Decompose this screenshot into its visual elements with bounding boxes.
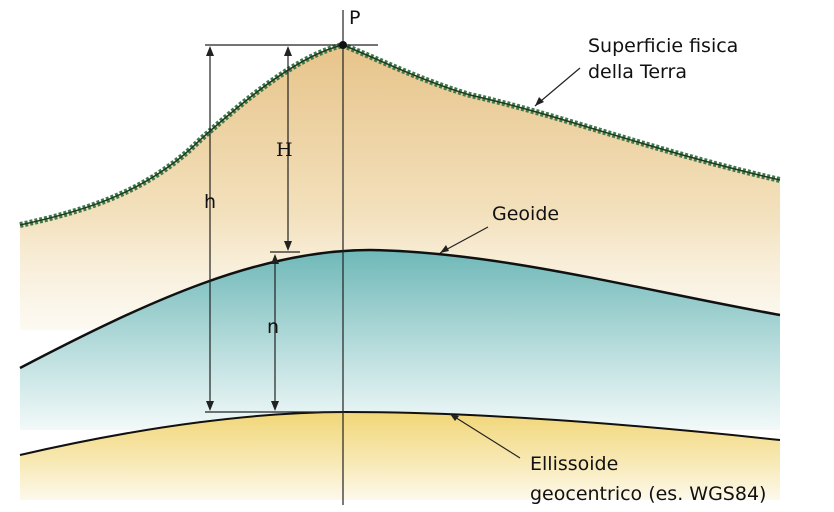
ellipsoid-fill xyxy=(20,412,780,500)
ellipsoid-line xyxy=(19,410,781,456)
measure-lines xyxy=(205,10,581,505)
geoid-label: Geoide xyxy=(492,203,559,225)
point-label: P xyxy=(349,7,360,29)
ellipsoid-label: geocentrico (es. WGS84) xyxy=(530,483,766,505)
ellipsoid-label: Ellissoide xyxy=(530,453,618,475)
undulation-label: n xyxy=(267,316,279,338)
surface-label: della Terra xyxy=(588,61,687,83)
geoid-line xyxy=(19,248,781,370)
surface-label: Superficie fisica xyxy=(588,35,738,57)
arrowheads xyxy=(206,46,544,421)
ellipsoidal-height-label: h xyxy=(204,191,216,213)
point-p xyxy=(339,41,347,49)
orthometric-height-label: H xyxy=(276,139,293,161)
